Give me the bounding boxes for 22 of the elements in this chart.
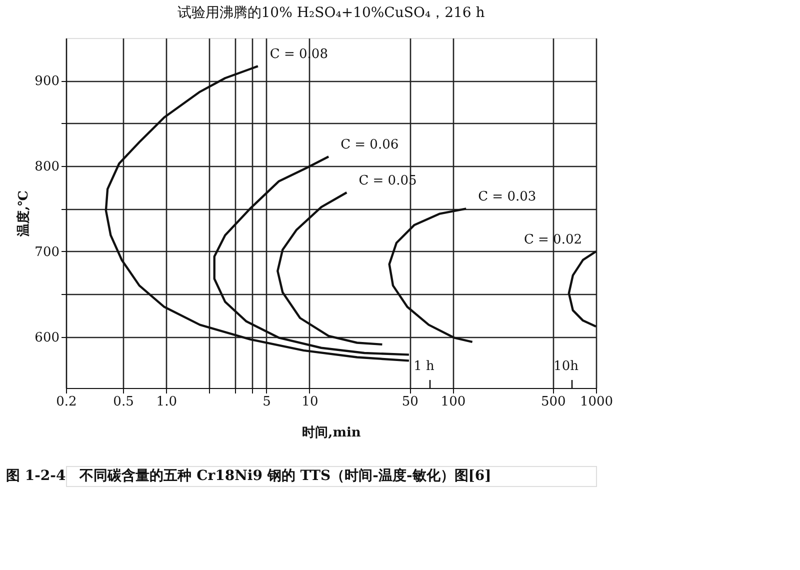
y-tick-label: 900 bbox=[34, 74, 60, 90]
chart-title: 试验用沸腾的10% H₂SO₄+10%CuSO₄，216 h bbox=[177, 5, 485, 21]
x-axis-title: 时间,min bbox=[302, 426, 362, 440]
y-axis-title: 温度,℃ bbox=[16, 190, 32, 238]
series-label: C = 0.03 bbox=[478, 190, 536, 205]
y-tick-label: 800 bbox=[34, 160, 60, 175]
x-tick-label: 0.5 bbox=[113, 394, 134, 410]
x-tick-label: 5 bbox=[262, 394, 271, 410]
annotation: 10h bbox=[554, 359, 580, 374]
annotation: 1 h bbox=[414, 359, 436, 374]
x-tick-label: 500 bbox=[540, 394, 566, 410]
y-tick-label: 600 bbox=[34, 330, 60, 346]
series-label: C = 0.06 bbox=[340, 138, 399, 153]
x-tick-label: 1.0 bbox=[156, 394, 177, 410]
caption: 图 1-2-4 不同碳含量的五种 Cr18Ni9 钢的 TTS（时间-温度-敏化）图[6] bbox=[6, 467, 492, 484]
y-tick-label: 700 bbox=[34, 244, 60, 260]
line-series bbox=[568, 250, 598, 328]
x-tick-label: 1000 bbox=[580, 394, 614, 410]
x-tick-label: 10 bbox=[302, 394, 318, 410]
x-tick-label: 100 bbox=[440, 394, 466, 410]
x-tick-label: 50 bbox=[402, 394, 418, 410]
x-tick-label: 0.2 bbox=[56, 394, 77, 410]
